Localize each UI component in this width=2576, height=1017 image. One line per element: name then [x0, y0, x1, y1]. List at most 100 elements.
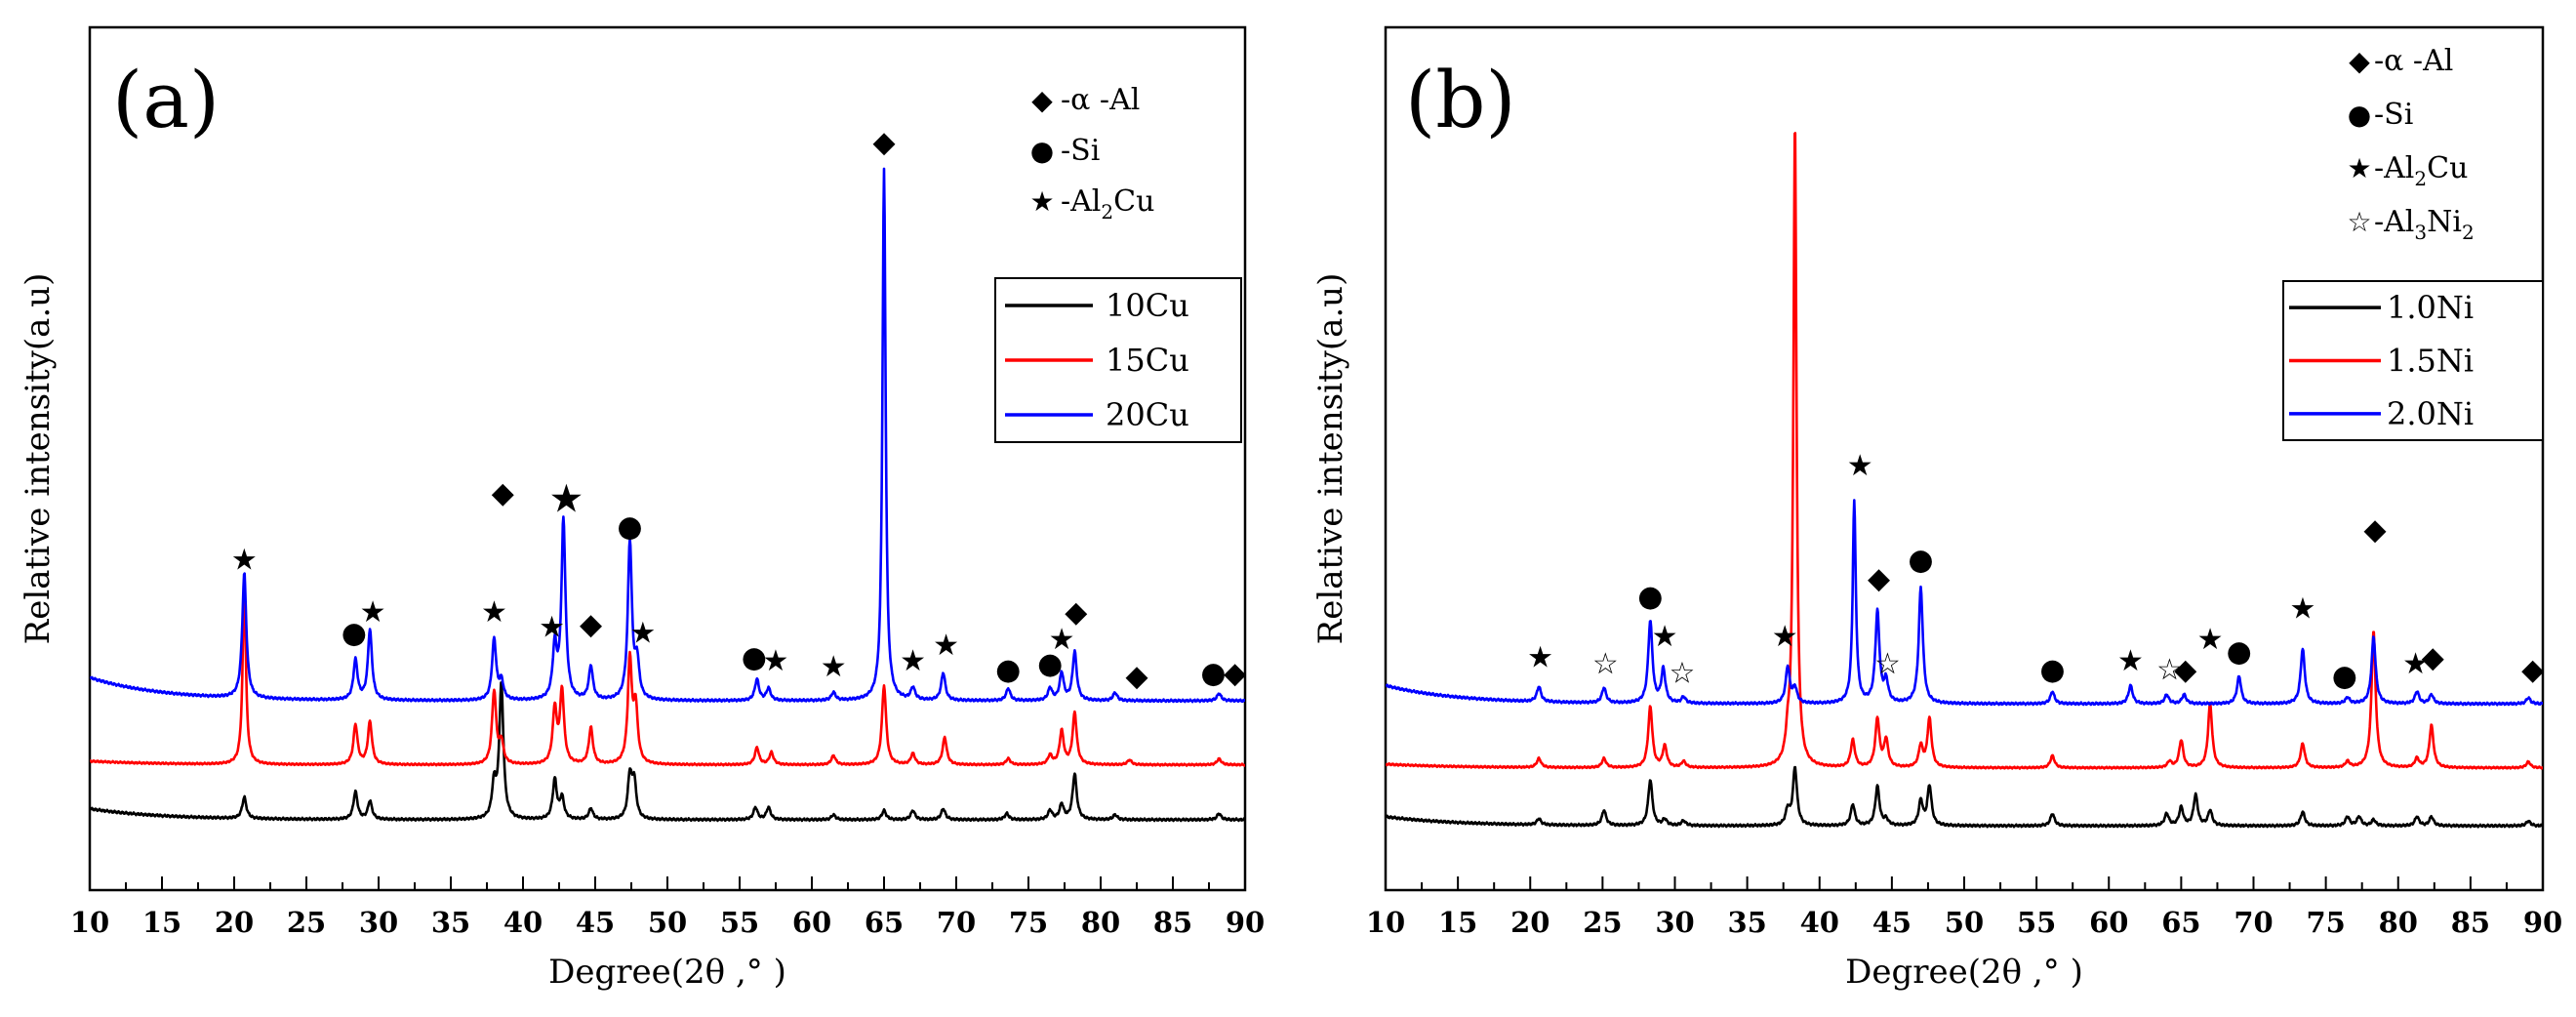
panel-label: (a): [112, 55, 220, 145]
panel-b: 10 15 20 25 30 35 40 45 50 55 60 65 70 75 80 85 90 Degree…: [1311, 25, 2562, 992]
x-tick-label: 45: [1872, 906, 1912, 939]
peak-marker: ●: [2039, 653, 2065, 687]
peak-marker: ★: [1527, 641, 1553, 675]
series-legend-label: 1.0Ni: [2387, 289, 2474, 326]
series-legend-label: 15Cu: [1106, 342, 1189, 379]
x-tick-label: 35: [1727, 906, 1766, 939]
peak-marker: ★: [629, 617, 656, 651]
peak-marker: ★: [2402, 647, 2429, 681]
x-tick-label: 10: [70, 906, 109, 939]
peak-marker: ◆: [1224, 656, 1246, 690]
x-tick-label: 90: [2523, 906, 2562, 939]
x-tick-label: 40: [503, 906, 543, 939]
peak-marker: ◆: [492, 476, 514, 510]
peak-marker: ◆: [2363, 512, 2386, 547]
peak-marker: ●: [1637, 580, 1663, 614]
x-tick-label: 25: [287, 906, 326, 939]
x-tick-label: 50: [648, 906, 687, 939]
x-tick-label: 30: [359, 906, 398, 939]
series-line-1.5Ni: [1386, 132, 2543, 770]
peak-marker: ●: [617, 509, 642, 544]
peak-marker: ●: [2332, 659, 2357, 693]
peak-marker: ★: [1772, 620, 1798, 654]
peak-marker: ☆: [1592, 647, 1619, 681]
x-tick-label: 10: [1366, 906, 1405, 939]
peak-marker: ●: [995, 653, 1021, 687]
x-tick-label: 45: [576, 906, 615, 939]
x-tick-label: 40: [1800, 906, 1839, 939]
peak-marker: ★: [481, 595, 507, 630]
peak-marker: ◆: [2174, 653, 2196, 687]
x-tick-label: 70: [2234, 906, 2273, 939]
y-axis-label: Relative intensity(a.u): [1311, 273, 1350, 645]
peak-marker: ★: [548, 476, 584, 521]
x-tick-label: 20: [1510, 906, 1550, 939]
phase-legend-symbol: ◆: [1031, 84, 1053, 116]
peak-marker: ◆: [1065, 595, 1087, 630]
phase-legend-symbol: ●: [1030, 135, 1054, 167]
phase-legend-text: -α -Al: [1061, 83, 1140, 117]
x-axis-label: Degree(2θ ,° ): [1845, 953, 2083, 992]
x-tick-label: 90: [1226, 906, 1265, 939]
peak-marker: ●: [1200, 656, 1226, 690]
peak-marker: ◆: [1125, 659, 1147, 693]
series-line-2.0Ni: [1386, 499, 2543, 707]
x-tick-label: 85: [2451, 906, 2490, 939]
x-tick-label: 15: [142, 906, 181, 939]
peak-marker: ◆: [1868, 561, 1890, 595]
phase-legend-text: -Si: [2374, 98, 2413, 132]
peak-marker: ★: [2289, 592, 2315, 627]
peak-marker: ★: [1847, 449, 1873, 483]
x-tick-label: 30: [1655, 906, 1694, 939]
panel-a: 10 15 20 25 30 35 40 45 50 55 60 65 70 75 80 85 90 Degree…: [19, 25, 1265, 992]
phase-legend-text: -Al2Cu: [1061, 184, 1154, 224]
x-tick-label: 65: [865, 906, 904, 939]
x-tick-label: 15: [1438, 906, 1477, 939]
panel-label: (b): [1405, 55, 1516, 145]
peak-marker: ★: [821, 650, 847, 684]
peak-marker: ●: [1037, 647, 1063, 681]
series-legend-label: 2.0Ni: [2387, 395, 2474, 432]
x-tick-label: 35: [431, 906, 470, 939]
x-tick-label: 75: [1009, 906, 1048, 939]
series-line-20Cu: [90, 167, 1245, 704]
x-tick-label: 25: [1583, 906, 1622, 939]
x-tick-label: 80: [2379, 906, 2418, 939]
peak-marker: ◆: [2422, 641, 2444, 675]
peak-marker: ●: [2227, 634, 2252, 669]
x-tick-label: 20: [215, 906, 254, 939]
series-line-15Cu: [90, 578, 1245, 767]
peak-marker: ◆: [580, 607, 602, 641]
x-tick-label: 55: [720, 906, 759, 939]
peak-marker: ◆: [2521, 653, 2544, 687]
series-legend-label: 1.5Ni: [2387, 343, 2474, 380]
x-tick-label: 55: [2017, 906, 2056, 939]
series-line-10Cu: [90, 681, 1245, 823]
x-tick-label: 85: [1153, 906, 1192, 939]
phase-legend-text: -α -Al: [2374, 44, 2453, 78]
peak-marker: ★: [933, 629, 959, 663]
series-legend-label: 20Cu: [1106, 396, 1189, 433]
peak-marker: ★: [231, 544, 258, 578]
x-tick-label: 50: [1945, 906, 1984, 939]
phase-legend-symbol: ★: [1029, 185, 1054, 218]
x-tick-label: 60: [792, 906, 831, 939]
peak-marker: ☆: [1669, 656, 1695, 690]
series-legend-label: 10Cu: [1106, 287, 1189, 324]
peak-marker: ☆: [2156, 653, 2183, 687]
x-tick-label: 60: [2089, 906, 2128, 939]
peak-marker: ★: [1049, 623, 1075, 657]
phase-legend-text: -Al3Ni2: [2374, 205, 2475, 244]
peak-marker: ★: [2197, 623, 2224, 657]
x-axis-label: Degree(2θ ,° ): [548, 953, 786, 992]
peak-marker: ★: [900, 644, 926, 678]
peak-marker: ★: [360, 595, 386, 630]
phase-legend-symbol: ●: [2348, 99, 2371, 131]
peak-marker: ●: [342, 617, 367, 651]
peak-marker: ★: [763, 644, 789, 678]
phase-legend-symbol: ◆: [2349, 45, 2370, 77]
peak-marker: ☆: [1874, 647, 1901, 681]
peak-marker: ★: [1652, 620, 1678, 654]
